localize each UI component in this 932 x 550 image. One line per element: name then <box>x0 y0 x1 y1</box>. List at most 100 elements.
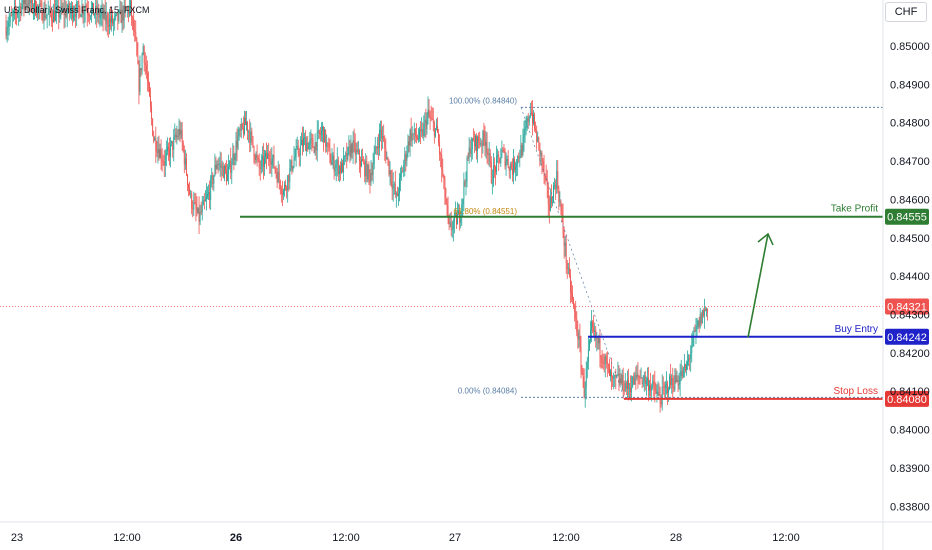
candle-body <box>308 143 310 150</box>
candle-body <box>384 140 386 149</box>
candle-body <box>37 6 39 15</box>
candle-body <box>178 128 180 137</box>
candle-body <box>277 171 279 183</box>
candle-body <box>168 146 169 150</box>
candle-body <box>166 146 168 152</box>
candle-body <box>583 376 585 398</box>
candle-body <box>290 160 292 169</box>
candle-body <box>131 0 132 17</box>
candle-body <box>29 0 31 4</box>
candle-body <box>91 8 92 17</box>
candle-body <box>202 200 204 206</box>
candle-body <box>488 153 490 155</box>
candle-body <box>197 207 199 213</box>
candle-body <box>119 9 121 12</box>
candle-body <box>649 385 650 391</box>
candle-body <box>537 137 539 143</box>
candle-body <box>662 386 664 388</box>
candle-body <box>591 321 592 331</box>
candle-body <box>452 222 454 230</box>
candle-body <box>442 169 444 176</box>
candle-body <box>285 184 287 189</box>
candle-body <box>117 12 119 21</box>
candle-body <box>237 136 239 148</box>
candle-body <box>67 3 69 12</box>
take-profit-price-tag <box>885 208 929 225</box>
candle-body <box>633 376 635 385</box>
price-tick-label: 0.83900 <box>890 463 930 475</box>
candle-body <box>192 208 194 210</box>
candle-body <box>256 154 258 158</box>
candle-body <box>465 181 467 183</box>
candle-body <box>534 114 536 129</box>
candle-body <box>470 149 472 154</box>
candle-body <box>165 151 167 156</box>
candle-body <box>74 14 76 16</box>
time-tick-label: 12:00 <box>552 532 580 544</box>
candle-body <box>671 378 673 385</box>
candle-body <box>36 14 38 16</box>
candle-body <box>241 123 243 128</box>
candle-body <box>559 201 561 203</box>
candle-body <box>120 9 122 23</box>
candle-body <box>518 156 520 159</box>
candle-body <box>445 197 447 204</box>
candle-body <box>418 138 419 140</box>
candle-body <box>284 184 285 191</box>
candle-body <box>252 136 254 147</box>
candle-body <box>584 387 586 398</box>
candle-body <box>601 357 603 362</box>
candle-body <box>454 213 456 215</box>
candle-body <box>59 14 61 18</box>
candle-body <box>672 378 674 388</box>
candle-body <box>292 166 294 171</box>
candle-body <box>643 375 645 382</box>
trade-levels: Take Profit 0.84555 Buy Entry 0.84242 Stop L… <box>0 204 929 407</box>
candle-body <box>245 117 246 126</box>
candle-body <box>438 132 439 142</box>
candle-body <box>230 160 232 173</box>
candle-body <box>31 0 33 10</box>
currency-button[interactable]: CHF <box>885 2 927 22</box>
price-tick-label: 0.84400 <box>890 271 930 283</box>
candle-body <box>443 175 445 179</box>
candle-body <box>513 159 514 175</box>
candle-body <box>226 170 227 182</box>
candle-body <box>483 131 485 139</box>
candle-body <box>415 136 417 138</box>
candle-body <box>34 0 35 9</box>
candle-body <box>312 139 314 148</box>
candle-body <box>318 130 320 135</box>
candle-body <box>101 10 103 14</box>
candle-body <box>152 118 154 136</box>
time-axis[interactable]: 23 12:00 26 12:00 27 12:00 28 12:00 <box>0 521 932 544</box>
candle-body <box>361 159 362 166</box>
candle-body <box>381 129 383 139</box>
candle-body <box>457 214 458 225</box>
candle-body <box>50 13 52 20</box>
last-price-text: 0.84321 <box>887 301 927 313</box>
candle-body <box>501 149 503 158</box>
candle-body <box>43 8 45 21</box>
candle-body <box>688 358 690 362</box>
time-tick-label: 12:00 <box>113 532 141 544</box>
candle-body <box>677 380 679 386</box>
candle-body <box>329 147 331 163</box>
candle-body <box>560 201 562 212</box>
candle-body <box>273 155 275 168</box>
candle-body <box>705 309 706 311</box>
candle-body <box>576 318 578 333</box>
candle-body <box>128 6 130 14</box>
candle-body <box>145 64 147 74</box>
candle-body <box>593 326 595 332</box>
candle-body <box>179 128 181 135</box>
price-axis[interactable]: 0.83800 0.83900 0.84000 0.84100 0.84200 0.843… <box>882 0 930 550</box>
candle-body <box>121 9 123 23</box>
candle-body <box>68 3 70 12</box>
candle-body <box>40 3 42 4</box>
price-tick-label: 0.84800 <box>890 118 930 130</box>
candle-body <box>577 332 579 340</box>
candle-body <box>396 193 398 196</box>
candle-body <box>529 112 531 117</box>
